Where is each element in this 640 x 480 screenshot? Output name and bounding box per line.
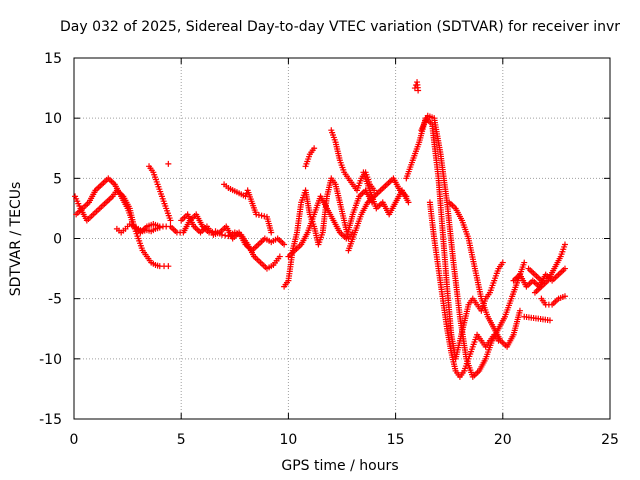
grid-lines	[74, 58, 610, 419]
x-axis-label: GPS time / hours	[281, 458, 398, 474]
series-d5	[411, 79, 422, 94]
data-point	[165, 160, 172, 167]
series-c3	[302, 145, 318, 170]
y-tick-label: -15	[39, 412, 62, 428]
data-point	[261, 213, 268, 220]
data-point	[561, 241, 568, 248]
data-point	[516, 307, 523, 314]
series-b3	[221, 181, 275, 236]
x-tick-label: 0	[70, 432, 79, 448]
data-point	[255, 212, 262, 219]
data-point	[165, 263, 172, 270]
series-e2	[538, 293, 568, 308]
data-point	[281, 241, 288, 248]
x-tick-label: 15	[387, 432, 405, 448]
data-point	[276, 253, 283, 260]
data-point	[258, 212, 265, 219]
data-point	[561, 293, 568, 300]
y-tick-label: -5	[48, 292, 62, 308]
data-point	[561, 265, 568, 272]
series-e5	[521, 313, 553, 324]
series-d4	[446, 199, 523, 350]
data-point	[499, 259, 506, 266]
series-d3	[426, 199, 502, 380]
chart-title: Day 032 of 2025, Sidereal Day-to-day VTE…	[60, 19, 620, 35]
x-tick-label: 5	[177, 432, 186, 448]
data-point	[546, 317, 553, 324]
series-b1	[167, 211, 283, 272]
y-tick-label: 10	[44, 111, 62, 127]
data-point	[222, 232, 229, 239]
data-point	[156, 224, 163, 231]
data-point	[167, 217, 174, 224]
y-tick-label: 0	[53, 232, 62, 248]
x-tick-label: 25	[601, 432, 619, 448]
data-points	[72, 79, 568, 380]
series-a4	[146, 163, 174, 224]
data-point	[415, 87, 422, 94]
data-point	[538, 277, 545, 284]
y-tick-label: -10	[39, 352, 62, 368]
data-point	[405, 199, 412, 206]
series-c4	[328, 127, 378, 194]
series-c2	[285, 187, 376, 260]
series-a2	[73, 175, 170, 236]
series-b2	[178, 211, 288, 254]
series-a3	[113, 221, 163, 236]
y-tick-label: 5	[53, 171, 62, 187]
series-c6	[360, 169, 412, 218]
data-point	[311, 145, 318, 152]
series-e3	[531, 241, 568, 296]
series-e4	[525, 265, 545, 284]
data-point	[268, 229, 275, 236]
y-axis-label: SDTVAR / TECUs	[8, 182, 24, 297]
data-point	[521, 259, 528, 266]
series-c1	[281, 175, 356, 290]
x-tick-label: 20	[494, 432, 512, 448]
x-tick-label: 10	[279, 432, 297, 448]
data-point	[253, 211, 260, 218]
y-tick-label: 15	[44, 51, 62, 67]
series-a5	[165, 160, 172, 167]
axis-ticks: 0 5 10 15 20 25 -15 -10 -5 0 5 10 15	[39, 51, 619, 448]
